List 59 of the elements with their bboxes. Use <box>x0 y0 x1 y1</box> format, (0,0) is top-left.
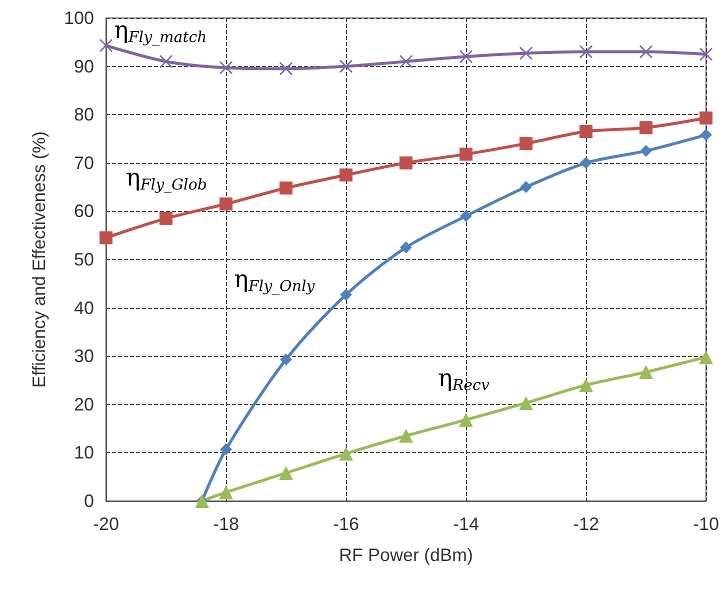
point <box>399 54 413 68</box>
y-tick-label: 100 <box>64 8 94 28</box>
point <box>700 128 712 141</box>
x-tick-label: -20 <box>92 514 120 534</box>
x-tick-label: -18 <box>212 514 240 534</box>
point <box>580 125 592 138</box>
y-tick-label: 60 <box>74 201 94 222</box>
point <box>699 47 713 61</box>
point <box>159 54 173 68</box>
point <box>99 38 113 52</box>
point <box>700 111 712 124</box>
y-tick-label: 80 <box>74 104 94 125</box>
point <box>519 396 533 410</box>
point <box>460 210 472 222</box>
y-tick-label: 70 <box>74 152 94 173</box>
x-tick-label: -16 <box>332 514 360 534</box>
point <box>580 156 592 169</box>
point <box>460 148 472 161</box>
y-tick-label: 30 <box>74 346 94 366</box>
point <box>400 241 412 254</box>
point <box>340 168 352 182</box>
point <box>339 60 353 74</box>
y-tick-label: 90 <box>74 56 94 76</box>
point <box>639 365 653 380</box>
point <box>219 485 233 500</box>
point <box>520 137 532 150</box>
point <box>160 212 172 225</box>
point <box>519 46 533 60</box>
x-tick-label: -12 <box>572 514 600 534</box>
point <box>280 353 292 366</box>
y-tick-label: 20 <box>74 394 94 414</box>
x-axis-title: RF Power (dBm) <box>338 545 474 565</box>
y-tick-label: 50 <box>74 250 94 270</box>
point <box>220 197 232 210</box>
point <box>459 50 473 64</box>
point <box>279 62 293 76</box>
y-tick-label: 0 <box>84 491 94 511</box>
point <box>699 350 713 364</box>
point <box>340 288 352 301</box>
y-axis-title: Efficiency and Effectiveness (%) <box>29 131 49 388</box>
point <box>219 61 233 74</box>
point <box>400 156 412 170</box>
point <box>459 412 473 427</box>
x-tick-label: -10 <box>692 514 720 534</box>
x-tick-label: -14 <box>452 514 480 534</box>
point <box>579 45 593 59</box>
point <box>220 443 232 456</box>
point <box>640 144 652 157</box>
point <box>579 378 593 392</box>
y-tick-label: 10 <box>74 442 94 463</box>
point <box>399 428 413 443</box>
point <box>280 182 292 195</box>
point <box>339 446 353 461</box>
point <box>640 121 652 134</box>
point <box>279 466 293 480</box>
point <box>639 45 653 59</box>
point <box>100 231 112 244</box>
point <box>520 181 532 194</box>
y-tick-label: 40 <box>74 298 94 318</box>
